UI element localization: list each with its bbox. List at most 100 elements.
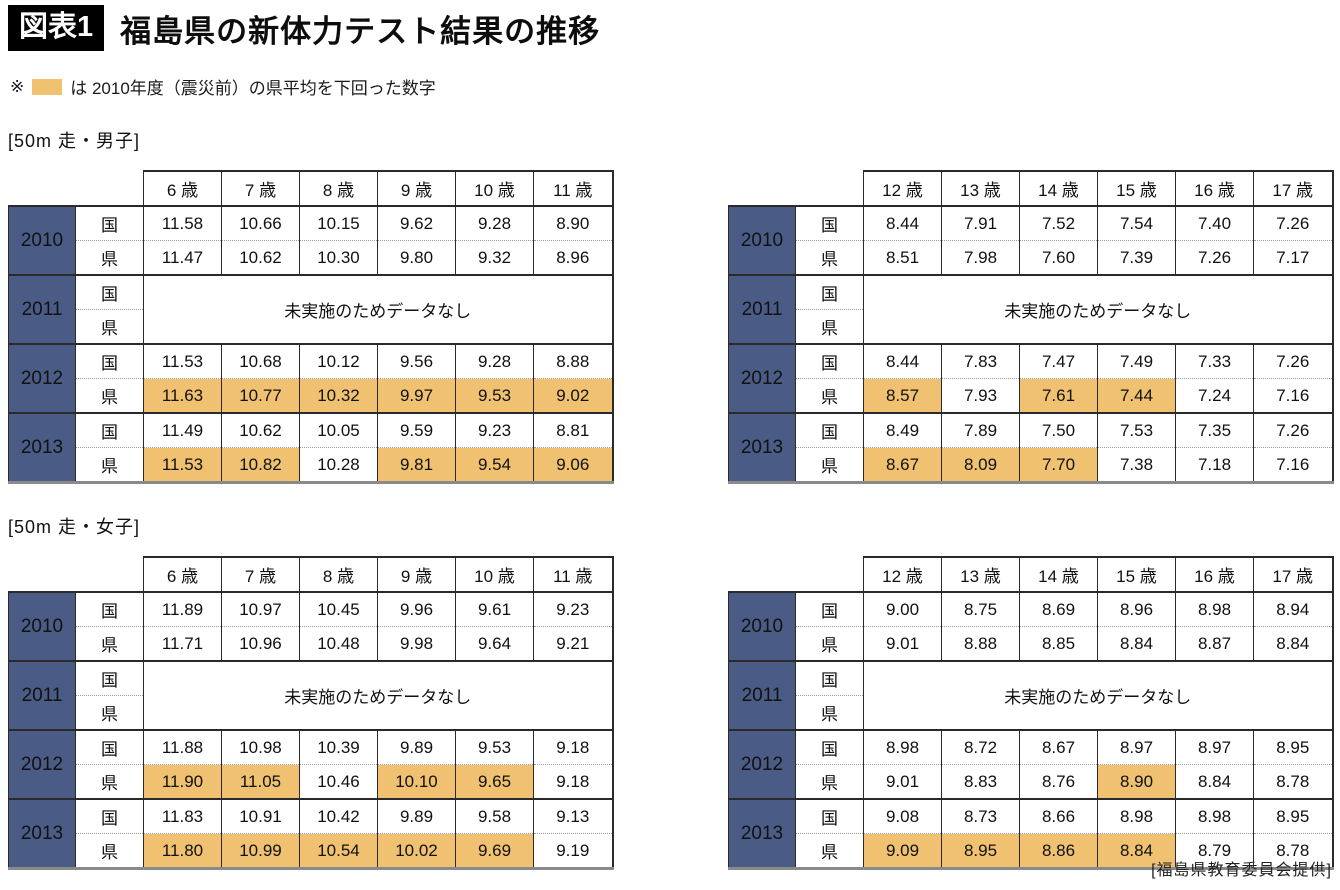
value-cell: 9.61 bbox=[455, 591, 534, 627]
value-cell: 7.60 bbox=[1019, 240, 1098, 275]
value-cell-below-2010-average: 8.09 bbox=[941, 447, 1020, 483]
highlight-color-swatch bbox=[32, 78, 63, 95]
value-cell: 9.62 bbox=[377, 205, 456, 241]
value-cell: 11.47 bbox=[143, 240, 222, 275]
value-cell-below-2010-average: 9.53 bbox=[455, 378, 534, 413]
age-column-header: 16 歳 bbox=[1175, 556, 1254, 593]
value-cell: 10.62 bbox=[221, 412, 300, 448]
results-table: 12 歳 13 歳 14 歳 15 歳 16 歳 17 歳 2010 国 9.00 8.75 8.6… bbox=[728, 556, 1334, 870]
value-cell: 8.84 bbox=[1175, 764, 1254, 799]
value-cell: 9.89 bbox=[377, 798, 456, 834]
value-cell: 9.59 bbox=[377, 412, 456, 448]
row-label-national: 国 bbox=[795, 798, 864, 834]
value-cell: 8.98 bbox=[1097, 798, 1176, 834]
value-cell: 11.49 bbox=[143, 412, 222, 448]
value-cell: 7.17 bbox=[1253, 240, 1333, 275]
figure-header: 図表1 福島県の新体力テスト結果の推移 bbox=[8, 5, 600, 51]
figure-number-badge: 図表1 bbox=[8, 5, 105, 51]
row-label-prefecture: 県 bbox=[795, 626, 864, 661]
value-cell: 8.88 bbox=[941, 626, 1020, 661]
year-cell: 2010 bbox=[728, 591, 796, 661]
age-column-header: 9 歳 bbox=[377, 170, 456, 207]
year-cell: 2013 bbox=[8, 798, 76, 869]
row-label-prefecture: 県 bbox=[75, 309, 144, 344]
age-column-header: 15 歳 bbox=[1097, 170, 1176, 207]
value-cell: 10.97 bbox=[221, 591, 300, 627]
year-cell: 2012 bbox=[728, 729, 796, 799]
row-label-national: 国 bbox=[75, 591, 144, 627]
year-cell: 2011 bbox=[8, 660, 76, 730]
value-cell: 8.73 bbox=[941, 798, 1020, 834]
source-credit: [福島県教育委員会提供] bbox=[1151, 862, 1332, 879]
row-label-national: 国 bbox=[75, 274, 144, 310]
value-cell: 7.39 bbox=[1097, 240, 1176, 275]
table-girls-ages-12-17: 12 歳 13 歳 14 歳 15 歳 16 歳 17 歳 2010 国 9.00 8.75 8.6… bbox=[728, 556, 1334, 870]
value-cell: 7.49 bbox=[1097, 343, 1176, 379]
row-label-national: 国 bbox=[75, 343, 144, 379]
age-column-header: 14 歳 bbox=[1019, 170, 1098, 207]
value-cell-below-2010-average: 8.84 bbox=[1097, 833, 1176, 869]
value-cell: 11.58 bbox=[143, 205, 222, 241]
value-cell: 9.80 bbox=[377, 240, 456, 275]
value-cell: 7.54 bbox=[1097, 205, 1176, 241]
value-cell-below-2010-average: 9.09 bbox=[863, 833, 942, 869]
value-cell: 8.97 bbox=[1097, 729, 1176, 765]
value-cell: 8.78 bbox=[1253, 764, 1333, 799]
value-cell: 8.84 bbox=[1253, 626, 1333, 661]
value-cell: 8.75 bbox=[941, 591, 1020, 627]
row-label-prefecture: 県 bbox=[75, 626, 144, 661]
year-cell: 2011 bbox=[728, 274, 796, 344]
value-cell: 9.28 bbox=[455, 343, 534, 379]
value-cell: 9.19 bbox=[533, 833, 613, 869]
age-column-header: 11 歳 bbox=[533, 170, 613, 207]
row-label-prefecture: 県 bbox=[795, 764, 864, 799]
age-column-header: 13 歳 bbox=[941, 170, 1020, 207]
value-cell: 9.01 bbox=[863, 764, 942, 799]
row-label-national: 国 bbox=[795, 412, 864, 448]
no-data-cell: 未実施のためデータなし bbox=[143, 274, 613, 344]
value-cell: 7.53 bbox=[1097, 412, 1176, 448]
row-label-national: 国 bbox=[75, 412, 144, 448]
value-cell: 7.33 bbox=[1175, 343, 1254, 379]
age-column-header: 6 歳 bbox=[143, 170, 222, 207]
value-cell: 7.40 bbox=[1175, 205, 1254, 241]
year-cell: 2013 bbox=[728, 798, 796, 869]
row-label-national: 国 bbox=[795, 591, 864, 627]
value-cell: 10.28 bbox=[299, 447, 378, 483]
row-label-prefecture: 県 bbox=[75, 764, 144, 799]
legend-note: ※ は 2010年度（震災前）の県平均を下回った数字 bbox=[10, 74, 436, 99]
value-cell: 7.89 bbox=[941, 412, 1020, 448]
section-label-boys: [50m 走・男子] bbox=[8, 131, 141, 151]
year-cell: 2013 bbox=[728, 412, 796, 483]
value-cell: 8.96 bbox=[1097, 591, 1176, 627]
row-label-prefecture: 県 bbox=[75, 240, 144, 275]
value-cell: 9.58 bbox=[455, 798, 534, 834]
value-cell: 10.62 bbox=[221, 240, 300, 275]
age-column-header: 10 歳 bbox=[455, 556, 534, 593]
value-cell-below-2010-average: 11.80 bbox=[143, 833, 222, 869]
value-cell-below-2010-average: 7.44 bbox=[1097, 378, 1176, 413]
value-cell: 9.18 bbox=[533, 729, 613, 765]
value-cell: 7.26 bbox=[1253, 205, 1333, 241]
year-cell: 2011 bbox=[728, 660, 796, 730]
value-cell: 8.95 bbox=[1253, 798, 1333, 834]
value-cell: 8.88 bbox=[533, 343, 613, 379]
value-cell-below-2010-average: 8.90 bbox=[1097, 764, 1176, 799]
note-text: は 2010年度（震災前）の県平均を下回った数字 bbox=[70, 79, 436, 98]
value-cell: 9.00 bbox=[863, 591, 942, 627]
value-cell: 11.53 bbox=[143, 343, 222, 379]
value-cell: 9.13 bbox=[533, 798, 613, 834]
value-cell: 8.87 bbox=[1175, 626, 1254, 661]
value-cell: 8.76 bbox=[1019, 764, 1098, 799]
value-cell: 7.26 bbox=[1175, 240, 1254, 275]
value-cell: 8.97 bbox=[1175, 729, 1254, 765]
age-column-header: 12 歳 bbox=[863, 170, 942, 207]
row-label-prefecture: 県 bbox=[75, 378, 144, 413]
year-cell: 2010 bbox=[8, 591, 76, 661]
row-label-national: 国 bbox=[75, 205, 144, 241]
row-label-prefecture: 県 bbox=[795, 695, 864, 730]
section-label-girls: [50m 走・女子] bbox=[8, 517, 141, 537]
value-cell-below-2010-average: 9.65 bbox=[455, 764, 534, 799]
age-column-header: 17 歳 bbox=[1253, 556, 1333, 593]
